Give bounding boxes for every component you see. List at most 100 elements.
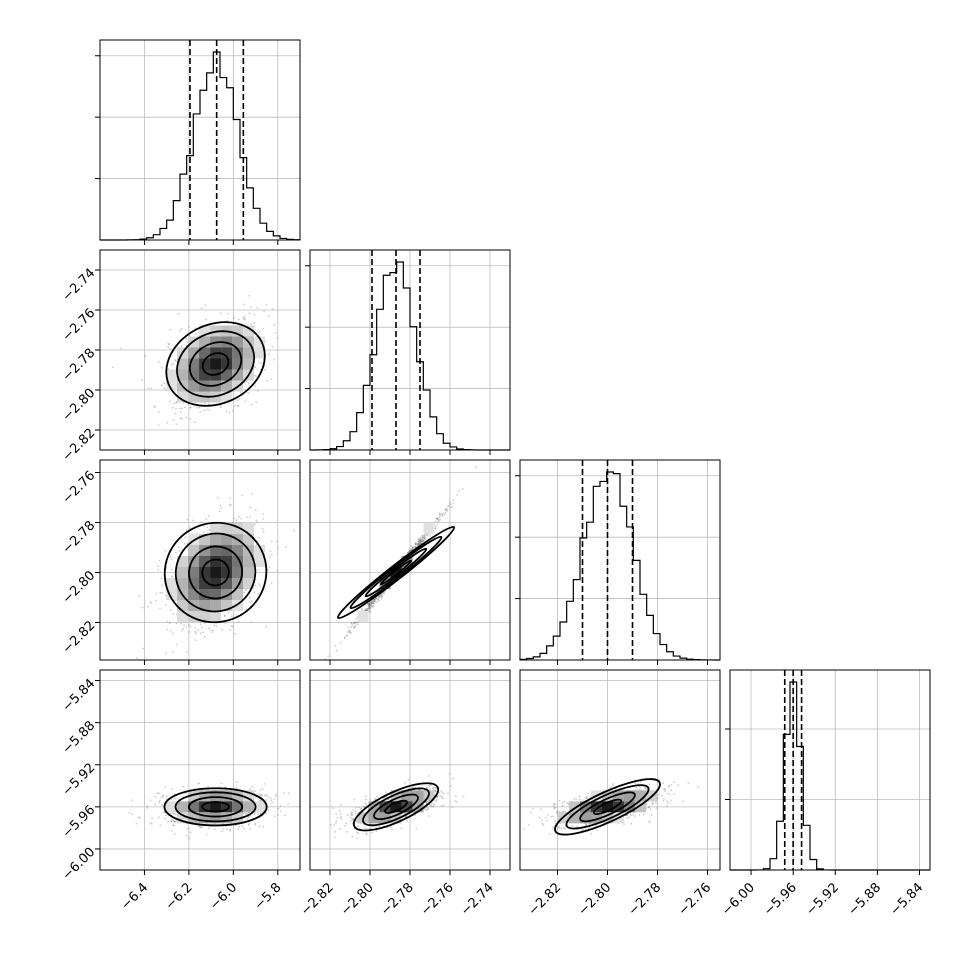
sample-point (230, 503, 232, 506)
sample-point (364, 609, 367, 612)
sample-point (199, 632, 202, 635)
density-cell (357, 611, 369, 622)
density-cell (423, 523, 435, 534)
sample-point (238, 826, 241, 828)
sample-point (153, 406, 156, 408)
sample-point (375, 597, 377, 600)
sample-point (367, 604, 370, 607)
sample-point (445, 508, 447, 511)
sample-point (446, 510, 448, 512)
sample-point (168, 622, 171, 625)
sample-point (194, 630, 196, 633)
sample-point (352, 808, 355, 811)
density-cell (199, 369, 211, 381)
sample-point (128, 811, 131, 814)
sample-point (368, 603, 370, 606)
sample-point (180, 630, 183, 632)
sample-point (411, 548, 413, 551)
sample-point (260, 362, 263, 365)
sample-point (369, 602, 371, 604)
x-tick-label: −2.74 (458, 880, 497, 919)
sample-point (253, 812, 256, 815)
sample-point (368, 604, 370, 606)
sample-point (175, 643, 178, 646)
sample-point (229, 629, 231, 632)
sample-point (421, 539, 424, 542)
sample-point (339, 813, 342, 815)
density-cell (199, 600, 211, 611)
sample-point (180, 418, 183, 420)
sample-point (370, 600, 373, 603)
sample-point (206, 526, 208, 529)
sample-point (251, 493, 254, 495)
sample-point (273, 815, 276, 817)
density-cell (188, 578, 200, 589)
density-cell (232, 358, 244, 370)
sample-point (449, 503, 452, 506)
sample-point (333, 824, 336, 827)
sample-point (249, 827, 252, 830)
sample-point (366, 609, 369, 611)
density-cell (177, 600, 189, 611)
sample-point (166, 628, 169, 631)
sample-point (167, 342, 170, 345)
sample-point (421, 534, 424, 537)
density-cell (188, 545, 200, 556)
sample-point (259, 789, 262, 791)
sample-point (347, 630, 350, 632)
sample-point (161, 592, 164, 594)
sample-point (379, 595, 382, 598)
sample-point (417, 540, 420, 543)
sample-point (254, 790, 257, 793)
sample-point (452, 777, 454, 780)
sample-point (409, 549, 411, 552)
sample-point (275, 540, 278, 543)
y-tick-label: −2.80 (60, 386, 99, 425)
sample-point (227, 312, 230, 315)
sample-point (421, 535, 424, 538)
sample-point (158, 799, 161, 802)
sample-point (131, 813, 133, 816)
sample-point (626, 817, 629, 819)
sample-point (265, 303, 268, 306)
density-cell (210, 556, 222, 567)
sample-point (164, 652, 167, 655)
sample-point (427, 815, 430, 817)
sample-point (245, 380, 248, 383)
sample-point (356, 621, 358, 624)
y-tick-label: −5.96 (60, 803, 99, 842)
sample-point (365, 803, 368, 806)
density-cell (243, 801, 255, 813)
density-cell (210, 523, 222, 534)
contour-level-3 (163, 521, 268, 624)
sample-point (154, 795, 157, 798)
sample-point (334, 644, 337, 647)
sample-point (274, 332, 277, 334)
y-tick-label: −6.00 (60, 845, 99, 884)
sample-point (194, 632, 197, 635)
sample-point (428, 534, 431, 537)
sample-point (231, 625, 234, 628)
sample-point (373, 600, 376, 603)
sample-point (244, 400, 247, 403)
sample-point (368, 609, 371, 611)
sample-point (163, 387, 166, 389)
density-cell (221, 600, 233, 611)
sample-point (158, 360, 160, 363)
sample-point (185, 416, 188, 419)
density-cell (232, 325, 244, 337)
sample-point (204, 304, 207, 307)
sample-point (338, 809, 341, 812)
sample-point (425, 534, 428, 536)
sample-point (418, 539, 421, 541)
density-cell (232, 369, 244, 381)
density-cell (199, 534, 211, 545)
sample-point (436, 517, 439, 520)
sample-point (254, 385, 256, 387)
sample-point (381, 595, 384, 598)
density-cell (210, 578, 222, 589)
sample-point (375, 597, 377, 600)
sample-point (224, 622, 227, 625)
sample-point (419, 542, 422, 545)
sample-point (368, 603, 371, 606)
